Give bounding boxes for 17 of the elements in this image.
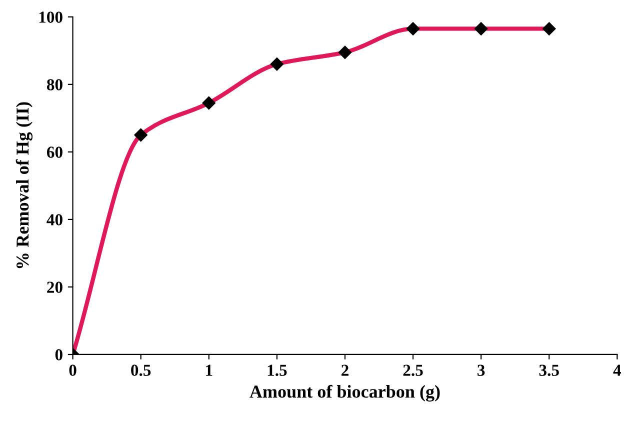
y-axis-title: % Removal of Hg (II) <box>16 102 33 268</box>
x-tick-label: 0 <box>69 364 76 376</box>
x-tick-label: 2 <box>342 364 348 376</box>
y-tick-label: 0 <box>55 349 62 360</box>
x-tick-label: 3 <box>478 364 485 376</box>
y-tick-label: 80 <box>46 79 62 90</box>
y-tick-label: 40 <box>46 214 62 226</box>
x-tick-label: 4 <box>613 364 622 376</box>
x-tick-label: 3.5 <box>539 364 559 376</box>
x-tick-label: 1 <box>206 364 212 376</box>
x-tick-label: 0.5 <box>131 364 151 376</box>
x-tick-label: 2.5 <box>403 364 423 376</box>
y-tick-label: 20 <box>47 282 62 293</box>
x-axis-title: Amount of biocarbon (g) <box>250 384 440 402</box>
x-tick-label: 1.5 <box>268 364 287 376</box>
y-tick-label: 60 <box>46 146 62 158</box>
y-tick-label: 100 <box>39 12 62 23</box>
